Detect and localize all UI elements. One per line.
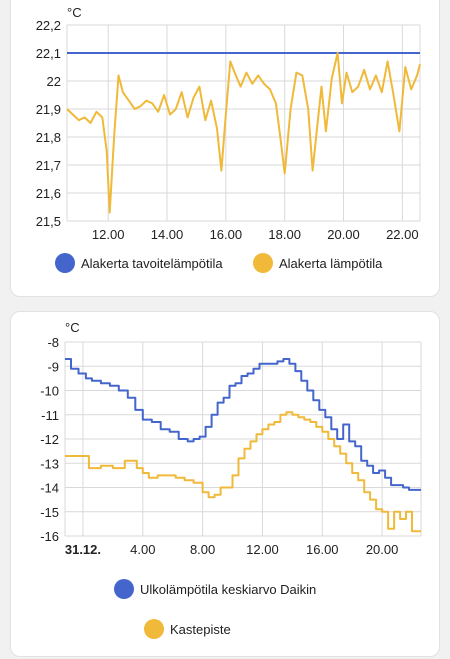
legend-target-temp-label: Alakerta tavoitelämpötila bbox=[81, 255, 223, 271]
outdoor-temperature-card: -8 -9 -10 -11 -12 -13 -14 -15 -16 31.12. 4.00 8.00 1… bbox=[10, 311, 440, 657]
y-tick-label: -9 bbox=[47, 359, 59, 374]
indoor-temperature-chart: 22,2 22,1 22 21,9 21,8 21,7 21,6 21,5 12.00 14.00… bbox=[36, 18, 421, 242]
legend-target-temp-color-swatch bbox=[55, 253, 75, 273]
outdoor-temperature-chart: -8 -9 -10 -11 -12 -13 -14 -15 -16 31.12. 4.00 8.00 1… bbox=[40, 335, 422, 557]
x-tick-label: 16.00 bbox=[210, 227, 243, 242]
x-tick-label: 12.00 bbox=[246, 542, 279, 557]
series-line-0[interactable] bbox=[65, 358, 421, 491]
y-tick-label: 21,5 bbox=[36, 214, 61, 229]
grid bbox=[64, 341, 422, 537]
series-line-1[interactable] bbox=[66, 52, 421, 214]
legend-item-dew-point[interactable]: Kastepiste bbox=[144, 619, 231, 639]
y-tick-label: -15 bbox=[40, 505, 59, 520]
y-tick-label: -11 bbox=[41, 408, 59, 423]
x-tick-label: 31.12. bbox=[65, 542, 101, 557]
legend-item-outdoor-avg[interactable]: Ulkolämpötila keskiarvo Daikin bbox=[114, 579, 316, 599]
x-tick-label: 18.00 bbox=[268, 227, 301, 242]
x-tick-label: 20.00 bbox=[327, 227, 360, 242]
legend-indoor-temp-label: Alakerta lämpötila bbox=[279, 255, 383, 271]
x-tick-label: 16.00 bbox=[306, 542, 339, 557]
legend-outdoor-avg-color-swatch bbox=[114, 579, 134, 599]
y-tick-label: -13 bbox=[40, 456, 59, 471]
y-tick-label: -12 bbox=[40, 432, 59, 447]
x-tick-label: 20.00 bbox=[366, 542, 399, 557]
grid bbox=[66, 24, 421, 222]
chart1-unit-label: °C bbox=[67, 5, 82, 20]
y-tick-label: 21,7 bbox=[36, 158, 61, 173]
x-tick-label: 22.00 bbox=[386, 227, 419, 242]
series-line-1[interactable] bbox=[65, 411, 421, 533]
indoor-temperature-card: 22,2 22,1 22 21,9 21,8 21,7 21,6 21,5 12.00 14.00… bbox=[10, 0, 440, 297]
x-tick-label: 8.00 bbox=[190, 542, 215, 557]
y-tick-label: -8 bbox=[47, 335, 59, 350]
y-tick-label: 21,8 bbox=[36, 130, 61, 145]
x-tick-label: 4.00 bbox=[130, 542, 155, 557]
chart2-unit-label: °C bbox=[65, 320, 80, 335]
y-tick-label: -10 bbox=[40, 384, 59, 399]
y-tick-label: 22 bbox=[47, 74, 61, 89]
y-tick-label: -16 bbox=[40, 529, 59, 544]
y-tick-label: -14 bbox=[40, 481, 59, 496]
legend-dew-point-color-swatch bbox=[144, 619, 164, 639]
legend-item-target-temp[interactable]: Alakerta tavoitelämpötila bbox=[55, 253, 223, 273]
x-tick-label: 14.00 bbox=[151, 227, 184, 242]
legend-outdoor-avg-label: Ulkolämpötila keskiarvo Daikin bbox=[140, 581, 317, 597]
y-tick-label: 22,1 bbox=[36, 46, 61, 61]
y-tick-label: 22,2 bbox=[36, 18, 61, 33]
legend-item-indoor-temp[interactable]: Alakerta lämpötila bbox=[253, 253, 382, 273]
y-tick-label: 21,6 bbox=[36, 186, 61, 201]
legend-indoor-temp-color-swatch bbox=[253, 253, 273, 273]
legend-dew-point-label: Kastepiste bbox=[170, 621, 231, 637]
y-tick-label: 21,9 bbox=[36, 102, 61, 117]
x-tick-label: 12.00 bbox=[92, 227, 125, 242]
